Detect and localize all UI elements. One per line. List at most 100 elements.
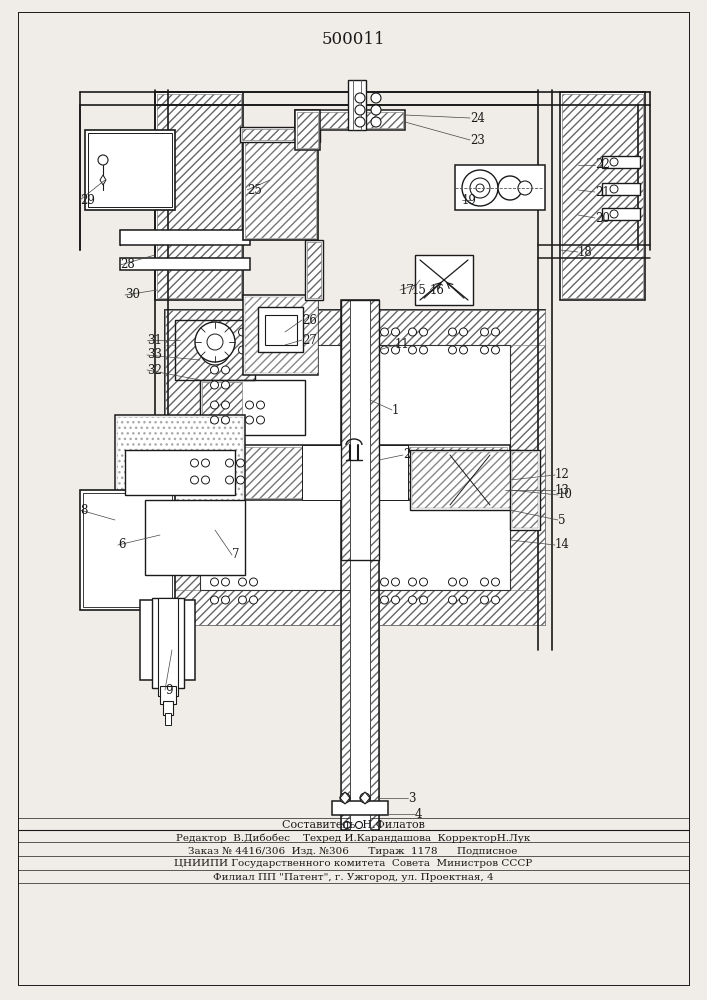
Text: 25: 25 (247, 184, 262, 196)
Circle shape (201, 459, 209, 467)
Bar (240, 127, 320, 142)
Bar (562, 94, 643, 298)
Bar (202, 447, 302, 498)
Bar (80, 490, 175, 610)
Bar (165, 310, 545, 345)
Bar (305, 240, 323, 300)
Bar (265, 315, 297, 345)
Bar (243, 295, 318, 375)
Bar (83, 493, 172, 607)
Circle shape (355, 105, 365, 115)
Text: 2: 2 (403, 448, 410, 462)
Text: 500011: 500011 (321, 31, 385, 48)
Bar (341, 300, 379, 830)
Circle shape (392, 578, 399, 586)
Text: 26: 26 (302, 314, 317, 326)
Bar (175, 320, 255, 380)
Circle shape (448, 578, 457, 586)
Bar (117, 417, 243, 528)
Circle shape (211, 596, 218, 604)
Circle shape (250, 346, 257, 354)
Circle shape (195, 322, 235, 362)
Text: 20: 20 (595, 212, 610, 225)
Bar (295, 110, 405, 130)
Circle shape (257, 416, 264, 424)
Circle shape (371, 105, 381, 115)
Text: 16: 16 (430, 284, 445, 296)
Circle shape (226, 459, 233, 467)
Circle shape (190, 521, 199, 529)
Bar (400, 447, 507, 498)
Circle shape (221, 401, 230, 409)
Bar (455, 165, 545, 210)
Text: 5: 5 (558, 514, 566, 526)
Circle shape (201, 521, 209, 529)
Text: Филиал ПП "Патент", г. Ужгород, ул. Проектная, 4: Филиал ПП "Патент", г. Ужгород, ул. Прое… (213, 872, 493, 882)
Text: 24: 24 (470, 111, 485, 124)
Circle shape (211, 578, 218, 586)
Text: 31: 31 (147, 334, 162, 347)
Polygon shape (340, 792, 350, 804)
Bar (367, 300, 379, 560)
Circle shape (518, 181, 532, 195)
Circle shape (211, 401, 218, 409)
Bar (348, 80, 366, 130)
Bar (602, 183, 640, 195)
Circle shape (481, 596, 489, 604)
Bar (85, 130, 175, 210)
Circle shape (481, 578, 489, 586)
Circle shape (238, 346, 247, 354)
Bar (125, 450, 235, 495)
Text: 18: 18 (578, 245, 592, 258)
Circle shape (211, 346, 218, 354)
Bar (155, 92, 243, 300)
Circle shape (237, 459, 245, 467)
Polygon shape (360, 792, 370, 804)
Text: 33: 33 (147, 349, 162, 361)
Text: 14: 14 (555, 538, 570, 552)
Bar (152, 598, 184, 688)
Circle shape (460, 578, 467, 586)
Circle shape (209, 344, 221, 356)
Circle shape (190, 476, 199, 484)
Text: Заказ № 4416/306  Изд. №306      Тираж  1178      Подписное: Заказ № 4416/306 Изд. №306 Тираж 1178 По… (188, 846, 518, 856)
Circle shape (340, 793, 350, 803)
Circle shape (448, 596, 457, 604)
Bar (415, 255, 473, 305)
Bar (157, 94, 241, 298)
Bar (200, 445, 510, 500)
Circle shape (355, 117, 365, 127)
Bar (165, 713, 171, 725)
Circle shape (419, 328, 428, 336)
Text: 29: 29 (80, 194, 95, 207)
Circle shape (409, 596, 416, 604)
Circle shape (419, 578, 428, 586)
Circle shape (211, 328, 218, 336)
Bar (88, 133, 172, 207)
Bar (341, 300, 353, 830)
Circle shape (221, 416, 230, 424)
Bar (175, 320, 255, 380)
Text: 9: 9 (165, 684, 173, 696)
Text: Редактор  В.Дибобес    Техред И.Карандашова  КорректорН.Лук: Редактор В.Дибобес Техред И.Карандашова … (176, 833, 530, 843)
Circle shape (491, 596, 500, 604)
Circle shape (392, 328, 399, 336)
Text: 11: 11 (395, 338, 410, 352)
Circle shape (380, 578, 389, 586)
Circle shape (380, 596, 389, 604)
Circle shape (392, 596, 399, 604)
Bar (242, 129, 318, 140)
Bar (200, 380, 305, 435)
Circle shape (448, 346, 457, 354)
Bar (332, 801, 388, 815)
Circle shape (238, 328, 247, 336)
Text: 15: 15 (412, 284, 427, 296)
Text: 3: 3 (408, 792, 416, 804)
Circle shape (250, 328, 257, 336)
Circle shape (221, 596, 230, 604)
Bar (350, 300, 370, 830)
Bar (367, 300, 379, 830)
Circle shape (221, 346, 230, 354)
Circle shape (380, 346, 389, 354)
Circle shape (380, 328, 389, 336)
